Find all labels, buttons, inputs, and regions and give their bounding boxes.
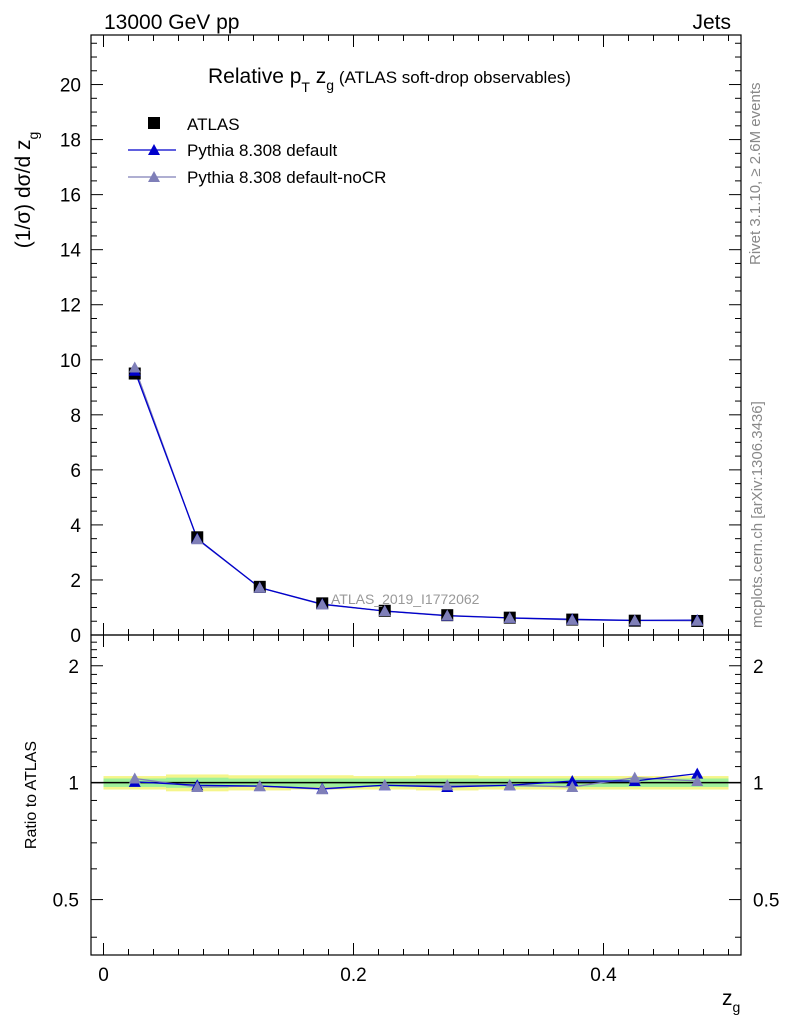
main-ytick-label: 10 [60,351,81,372]
ratio-bands [91,774,741,792]
ratio-ylabel: Ratio to ATLAS [23,741,40,849]
header-right: Jets [692,11,731,34]
mc-point [191,533,204,545]
main-title-part3: (ATLAS soft-drop observables) [334,68,571,87]
main-title-part1: Relative p [208,65,301,88]
main-title-sub-g: g [326,77,334,93]
ratio-ytick-label-right: 2 [753,657,764,678]
legend-label-default: Pythia 8.308 default [187,141,338,160]
mc-point [378,605,391,617]
main-title: Relative pT zg (ATLAS soft-drop observab… [208,65,571,95]
ratio-point [128,772,141,784]
ratio-frame [90,634,742,956]
ratio-point [191,780,204,792]
ratio-xlabel-sub: g [733,999,741,1015]
main-ytick-label: 8 [70,406,81,427]
main-data [128,361,704,627]
ratio-point [316,783,329,795]
main-ylabel-text: (1/σ) dσ/d z [12,140,35,249]
ratio-xlabel: zg [722,987,740,1015]
legend-marker-nocr [148,171,160,182]
main-ylabel-sub: g [25,132,41,140]
ratio-point [566,774,579,786]
legend-marker-default [148,144,160,155]
mc-point [503,611,516,623]
main-ytick-label: 2 [70,571,81,592]
main-title-sub-t: T [301,79,310,95]
mc-point [441,609,454,621]
ratio-point [566,780,579,792]
main-ytick-label: 4 [70,516,81,537]
main-ytick-label: 14 [60,241,82,262]
ratio-point [441,779,454,791]
mc-point [128,361,141,373]
ratio-series-line [134,772,698,790]
ratio-point [691,767,704,779]
legend-marker-atlas [148,117,160,129]
legend-label-nocr: Pythia 8.308 default-noCR [187,168,386,187]
ratio-data [128,767,704,795]
ratio-point [691,774,704,786]
ratio-point [503,779,516,791]
ratio-ytick-label: 1 [68,774,79,795]
mc-point [566,613,579,625]
rivet-label: Rivet 3.1.10, ≥ 2.6M events [747,83,764,266]
mc-point [691,614,704,626]
ratio-ytick-label-right: 1 [753,774,764,795]
ratio-panel: 0.5 0.5 1 1 2 2 0 0.2 0.4 Ratio to ATLAS zg [23,634,779,1015]
header-left: 13000 GeV pp [104,11,239,34]
ratio-xtick-label: 0 [98,965,109,986]
analysis-watermark: ATLAS_2019_I1772062 [331,591,480,607]
mcplots-label: mcplots.cern.ch [arXiv:1306.3436] [749,401,766,628]
legend: ATLAS Pythia 8.308 default Pythia 8.308 … [128,115,386,187]
main-series-line [134,367,698,622]
ratio-point [253,780,266,792]
ratio-point [378,779,391,791]
ratio-xlabel-text: z [722,987,733,1010]
ratio-ytick-label: 0.5 [53,891,79,912]
main-ytick-label: 20 [60,76,81,97]
main-title-part2: z [310,65,326,88]
main-ytick-label: 12 [60,296,81,317]
mc-point [316,598,329,610]
ratio-xtick-label: 0.2 [340,965,366,986]
main-axis-ticks: 0 2 4 6 8 10 12 14 16 18 20 [60,35,741,647]
ratio-ytick-label-right: 0.5 [753,891,779,912]
ratio-axis-ticks: 0.5 0.5 1 1 2 2 0 0.2 0.4 [53,635,779,986]
ratio-point [628,771,641,783]
ratio-series-line [134,777,698,790]
mc-point [253,581,266,593]
main-ytick-label: 0 [70,626,81,647]
main-ytick-label: 6 [70,461,81,482]
legend-label-atlas: ATLAS [187,115,240,134]
mc-point [628,614,641,626]
ratio-xtick-label: 0.4 [590,965,617,986]
ratio-ytick-label: 2 [68,657,79,678]
main-ylabel: (1/σ) dσ/d zg [12,132,41,249]
main-series-line [134,370,698,622]
main-ytick-label: 16 [60,186,81,207]
main-ytick-label: 18 [60,131,81,152]
